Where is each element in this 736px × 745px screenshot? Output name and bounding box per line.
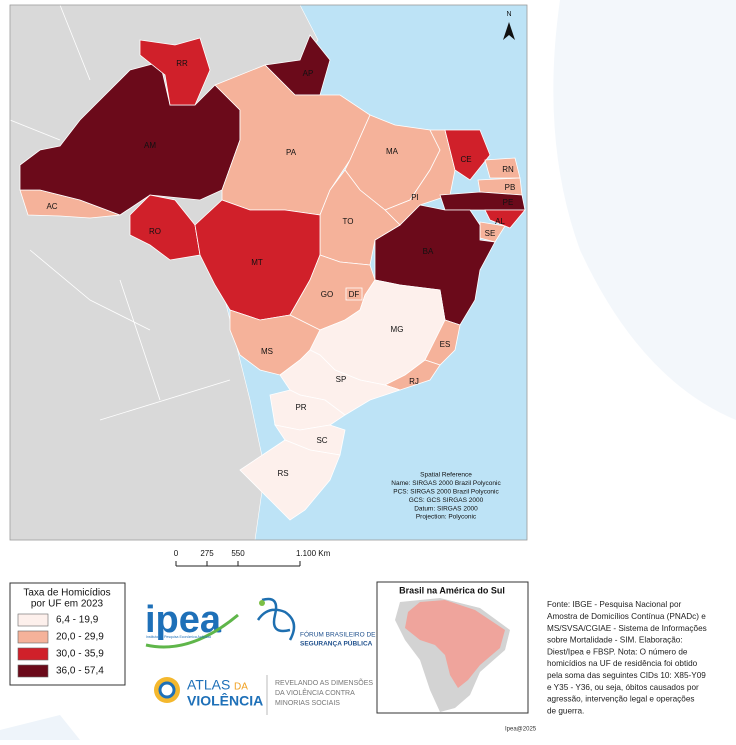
source-note-line: e Y35 - Y36, ou seja, óbitos causados po… (547, 683, 699, 692)
source-note-line: Amostra de Domicílios Contínua (PNADc) e (547, 612, 706, 621)
state (484, 209, 526, 229)
legend-label: 6,4 - 19,9 (56, 615, 99, 626)
scale-label: 275 (200, 549, 214, 558)
ipea-subtitle: Instituto de Pesquisa Econômica Aplicada (146, 635, 211, 639)
legend-label: 20,0 - 29,9 (56, 632, 104, 643)
spatial-reference-line: Datum: SIRGAS 2000 (414, 505, 478, 512)
legend-swatch (17, 664, 49, 678)
state-label: RS (277, 469, 288, 478)
inset-brazil (405, 600, 505, 688)
background-shape (0, 715, 80, 740)
state-label: AC (46, 202, 57, 211)
spatial-reference-line: Name: SIRGAS 2000 Brazil Polyconic (391, 480, 501, 487)
legend-swatch (17, 613, 49, 627)
states: AC AM RR AP PA MA PI CE RN PB PE AL SE BA TO RO MT GO DF MS… (19, 34, 526, 521)
spatial-reference-line: PCS: SIRGAS 2000 Brazil Polyconic (393, 489, 499, 496)
state-label: AM (144, 141, 156, 150)
state-label: DF (349, 290, 360, 299)
ipea-swoosh (145, 613, 239, 649)
state-label: PA (286, 148, 297, 157)
scale-label: 1.100 Km (296, 549, 331, 558)
spatial-reference-line: Spatial Reference (420, 472, 472, 479)
legend-title: Taxa de Homicídios (23, 588, 110, 599)
state-label: SC (316, 436, 327, 445)
north-arrow (503, 22, 515, 40)
source-note-line: Fonte: IBGE - Pesquisa Nacional por (547, 600, 682, 609)
fbsp-logo: FÓRUM BRASILEIRO DE SEGURANÇA PÚBLICA (256, 597, 376, 648)
source-note-line: MS/SVSA/CGIAE - Sistema de Informações (547, 624, 707, 633)
state-label: GO (321, 290, 333, 299)
legend-swatch (17, 647, 49, 661)
atlas-logo: ATLAS DA VIOLÊNCIA REVELANDO AS DIMENSÕE… (154, 675, 373, 715)
source-note-line: agressão, intervenção legal e operações (547, 695, 694, 704)
state-label: RO (149, 227, 161, 236)
source-note-line: pela soma das seguintes CIDs 10: X85-Y09 (547, 671, 706, 680)
country-border (9, 4, 231, 421)
scale-label: 0 (174, 549, 179, 558)
state-label: RR (176, 59, 188, 68)
state-label: SE (485, 229, 496, 238)
state-label: BA (423, 247, 434, 256)
state-label: MS (261, 347, 273, 356)
state-label: AP (303, 69, 314, 78)
legend-swatch (17, 630, 49, 644)
atlas-title: ATLAS (187, 677, 230, 693)
state-label: TO (343, 217, 354, 226)
state-label: MA (386, 147, 399, 156)
state (139, 37, 211, 106)
state-label: PE (503, 198, 514, 207)
state-label: PI (411, 193, 419, 202)
state-label: SP (336, 375, 347, 384)
state-label: RN (502, 165, 514, 174)
state-label: MT (251, 258, 263, 267)
spatial-reference-line: GCS: GCS SIRGAS 2000 (409, 497, 484, 504)
scale-bar: 0 275 550 1.100 Km (174, 549, 331, 567)
atlas-title: VIOLÊNCIA (187, 692, 263, 709)
state-label: CE (460, 155, 471, 164)
source-note: Fonte: IBGE - Pesquisa Nacional por Amost… (547, 600, 707, 715)
source-note-line: de guerra. (547, 706, 584, 715)
legend-title: por UF em 2023 (31, 599, 104, 610)
fbsp-line: SEGURANÇA PÚBLICA (300, 639, 373, 648)
fbsp-symbol (256, 597, 296, 641)
fbsp-line: FÓRUM BRASILEIRO DE (300, 630, 376, 639)
atlas-tagline: REVELANDO AS DIMENSÕES (275, 678, 373, 687)
north-label: N (506, 11, 511, 18)
state-label: PB (505, 183, 516, 192)
ipea-logo: ipea Instituto de Pesquisa Econômica Apl… (145, 599, 239, 649)
map-frame (9, 4, 528, 541)
legend-label: 30,0 - 35,9 (56, 649, 104, 660)
source-note-line: sobre Mortalidade - SIM. Elaboração: (547, 636, 683, 645)
fbsp-dot (259, 600, 265, 606)
state-label: ES (440, 340, 451, 349)
legend-label: 36,0 - 57,4 (56, 666, 104, 677)
atlas-tagline: MINORIAS SOCIAIS (275, 700, 340, 707)
state (345, 287, 363, 301)
background-shape (553, 0, 736, 420)
state (239, 439, 341, 521)
state-label: MG (391, 325, 404, 334)
state-label: PR (295, 403, 306, 412)
credit: Ipea@2025 (505, 727, 537, 733)
state-label: RJ (409, 377, 419, 386)
atlas-tagline: DA VIOLÊNCIA CONTRA (275, 688, 355, 697)
source-note-line: homicídios na UF de residência foi obtid… (547, 659, 698, 668)
state-label: AL (495, 217, 505, 226)
atlas-symbol-inner (158, 681, 176, 699)
state (444, 129, 491, 181)
inset-title: Brasil na América do Sul (399, 585, 505, 595)
source-note-line: Diest/Ipea e FBSP. Nota: O número de (547, 647, 688, 656)
atlas-title: DA (234, 682, 248, 693)
spatial-reference-line: Projection: Polyconic (416, 514, 477, 521)
scale-label: 550 (231, 549, 245, 558)
